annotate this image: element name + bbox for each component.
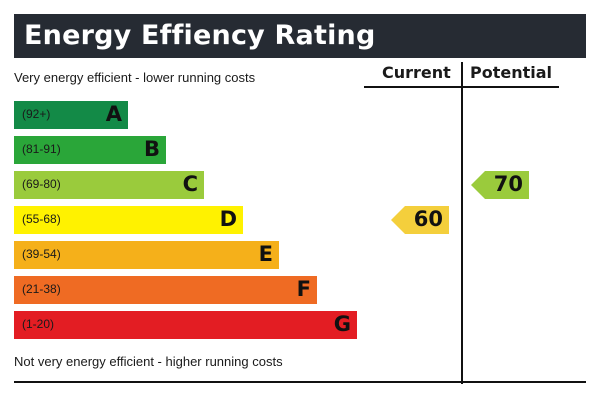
page-title: Energy Effiency Rating xyxy=(24,20,376,51)
rating-band-range: (1-20) xyxy=(22,317,55,331)
rating-band-e: (39-54) E xyxy=(14,241,279,269)
potential-rating-arrow: 70 xyxy=(471,171,529,199)
rating-band-range: (92+) xyxy=(22,107,51,121)
rating-band-a: (92+) A xyxy=(14,101,128,129)
rating-band-range: (21-38) xyxy=(22,282,61,296)
current-arrow-tip xyxy=(391,206,405,234)
rating-band-letter: E xyxy=(258,242,273,266)
current-rating-value: 60 xyxy=(413,207,443,231)
potential-column-header: Potential xyxy=(470,63,553,82)
rating-band-range: (81-91) xyxy=(22,142,61,156)
rating-band-c: (69-80) C xyxy=(14,171,204,199)
rating-band-f: (21-38) F xyxy=(14,276,317,304)
rating-band-b: (81-91) B xyxy=(14,136,166,164)
column-divider xyxy=(461,62,463,384)
bottom-description: Not very energy efficient - higher runni… xyxy=(14,354,283,369)
rating-band-range: (69-80) xyxy=(22,177,61,191)
rating-band-letter: A xyxy=(105,102,122,126)
rating-band-letter: C xyxy=(182,172,198,196)
rating-band-letter: F xyxy=(296,277,311,301)
rating-band-g: (1-20) G xyxy=(14,311,357,339)
potential-arrow-tip xyxy=(471,171,485,199)
top-description: Very energy efficient - lower running co… xyxy=(14,70,256,85)
rating-band-letter: B xyxy=(143,137,160,161)
rating-band-range: (39-54) xyxy=(22,247,61,261)
rating-band-letter: D xyxy=(219,207,237,231)
potential-rating-value: 70 xyxy=(493,172,523,196)
bottom-divider xyxy=(14,381,586,383)
current-column-header: Current xyxy=(382,63,451,82)
rating-band-letter: G xyxy=(333,312,351,336)
rating-band-range: (55-68) xyxy=(22,212,61,226)
current-arrow-body: 60 xyxy=(405,206,449,234)
potential-arrow-body: 70 xyxy=(485,171,529,199)
current-rating-arrow: 60 xyxy=(391,206,449,234)
title-bar: Energy Effiency Rating xyxy=(14,14,586,58)
rating-band-d: (55-68) D xyxy=(14,206,243,234)
